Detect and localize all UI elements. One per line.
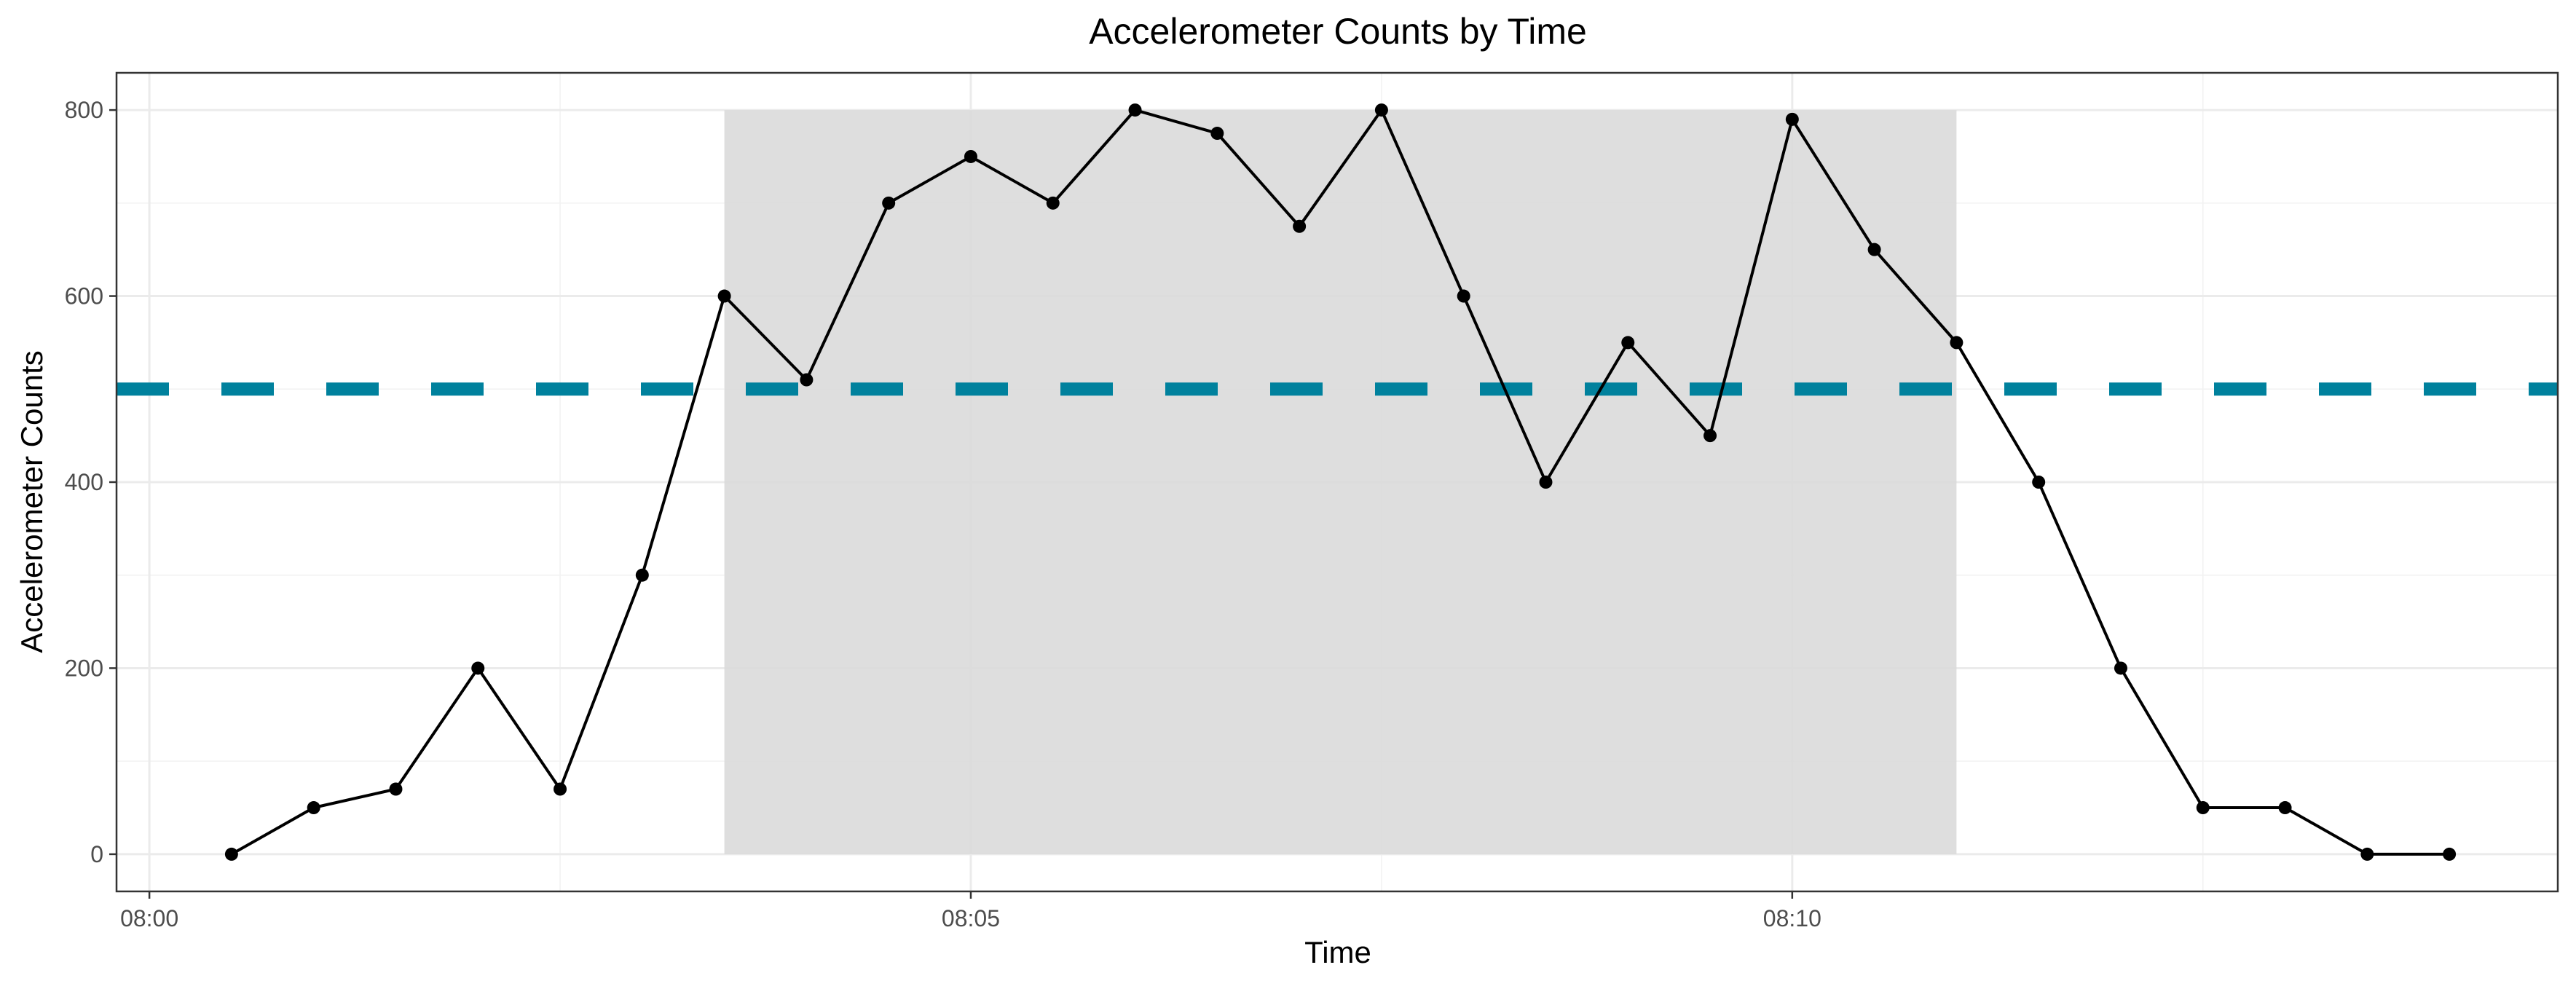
y-tick-label: 200 — [65, 655, 103, 681]
data-point — [1703, 429, 1717, 443]
data-point — [2196, 801, 2210, 815]
chart-title: Accelerometer Counts by Time — [1089, 11, 1587, 52]
data-point — [1621, 336, 1635, 350]
y-tick-label: 0 — [90, 841, 103, 867]
x-tick-label: 08:05 — [942, 905, 1000, 931]
series-line — [230, 109, 2450, 856]
data-point — [717, 289, 731, 303]
y-axis-title: Accelerometer Counts — [15, 350, 49, 653]
y-tick-label: 400 — [65, 469, 103, 495]
data-point — [2443, 847, 2457, 861]
data-point — [1046, 196, 1060, 210]
y-tick-label: 800 — [65, 97, 103, 123]
data-point — [2114, 661, 2127, 675]
data-point — [307, 801, 320, 815]
data-point — [1867, 243, 1881, 256]
data-point — [1785, 112, 1799, 126]
data-point — [964, 149, 977, 163]
data-point — [1374, 103, 1388, 117]
data-point — [1950, 336, 1963, 350]
data-point — [882, 196, 896, 210]
data-point — [224, 847, 238, 861]
data-point — [1293, 219, 1307, 233]
data-point — [800, 373, 814, 387]
data-point — [389, 782, 403, 796]
data-point — [1128, 103, 1142, 117]
data-point — [554, 782, 567, 796]
data-point — [2360, 847, 2374, 861]
y-tick-label: 600 — [65, 283, 103, 310]
data-point — [2278, 801, 2292, 815]
data-point — [1210, 127, 1224, 141]
x-tick-label: 08:00 — [120, 905, 178, 931]
shaded-region — [724, 110, 1957, 854]
data-point — [2032, 476, 2046, 489]
data-point — [1539, 476, 1553, 489]
data-point — [471, 661, 485, 675]
data-point — [1457, 289, 1470, 303]
x-tick-label: 08:10 — [1763, 905, 1821, 931]
x-axis-title: Time — [1304, 935, 1371, 969]
plot-area: 0 200 400 600 800 08:00 08:05 08:10 — [65, 71, 2559, 931]
data-point — [635, 568, 649, 582]
